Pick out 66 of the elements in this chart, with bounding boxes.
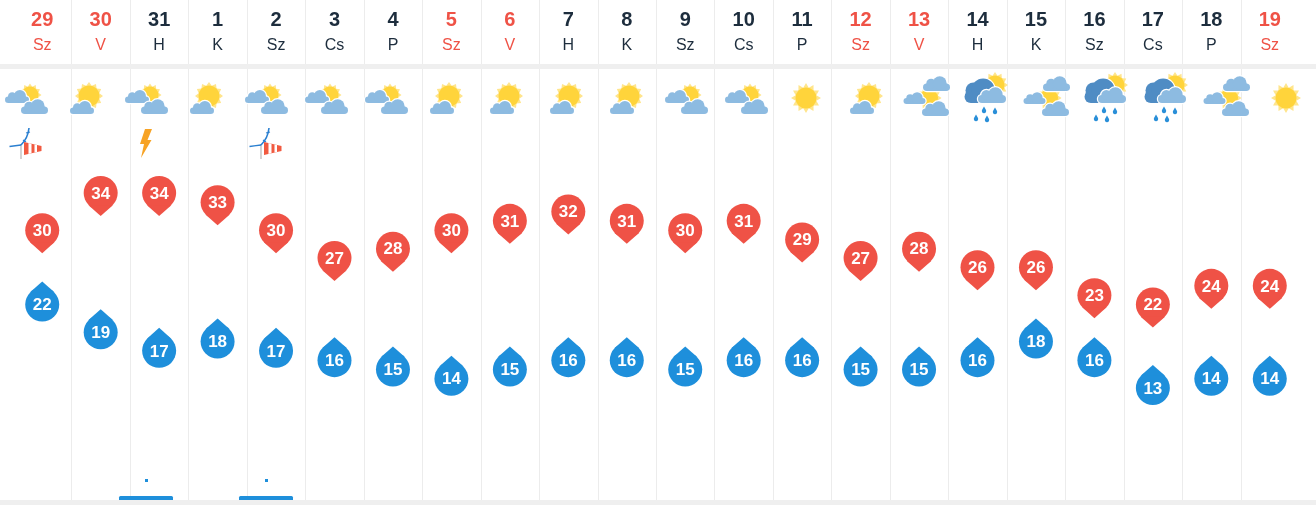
x-tick-label: 14 H (966, 7, 990, 54)
data-label: 26 (968, 257, 987, 277)
data-label: 30 (441, 220, 461, 240)
data-label: 30 (675, 220, 695, 240)
data-label: 13 (1143, 378, 1163, 398)
data-label: 26 (1026, 257, 1046, 277)
data-label: 33 (208, 192, 228, 212)
data-label: 27 (325, 248, 344, 268)
x-tick-label: 9 Sz (675, 7, 695, 54)
data-label: 16 (617, 350, 637, 370)
x-tick-label: 29 Sz (31, 7, 54, 54)
data-label: 16 (734, 350, 754, 370)
x-tick-label: 10 Cs (732, 7, 755, 54)
data-label: 15 (500, 360, 520, 380)
data-label: 16 (558, 350, 578, 370)
data-label: 14 (1260, 369, 1280, 389)
data-label: 17 (149, 341, 169, 361)
x-tick-label: 2 Sz (266, 7, 286, 54)
data-label: 34 (149, 183, 170, 203)
x-tick-label: 7 H (562, 7, 575, 54)
x-tick-label: 13 V (907, 7, 931, 54)
data-label: 16 (1084, 350, 1104, 370)
data-label: 31 (734, 211, 754, 231)
x-tick-label: 31 H (148, 7, 171, 54)
x-tick-label: 30 V (89, 7, 112, 54)
x-tick-label: 16 Sz (1083, 7, 1106, 54)
x-tick-label: 17 Cs (1141, 7, 1164, 54)
data-label: 28 (383, 239, 403, 259)
data-label: 27 (851, 248, 871, 268)
data-label: 16 (792, 350, 812, 370)
data-label: 19 (91, 322, 111, 342)
data-label: 16 (325, 350, 344, 370)
data-label: 18 (1026, 332, 1046, 352)
x-tick-label: 18 P (1200, 7, 1223, 54)
data-label: 24 (1260, 276, 1280, 296)
data-label: 31 (500, 211, 520, 231)
x-tick-label: 1 K (212, 7, 224, 54)
x-tick-label: 15 K (1024, 7, 1048, 54)
data-label: 22 (1143, 295, 1163, 315)
x-tick-label: 12 Sz (849, 7, 872, 54)
data-label: 15 (383, 360, 403, 380)
data-label: 17 (266, 341, 286, 361)
data-label: 16 (968, 350, 987, 370)
x-tick-label: 8 K (621, 7, 633, 54)
data-label: 34 (91, 183, 111, 203)
data-label: 15 (851, 360, 871, 380)
data-label: 24 (1201, 276, 1222, 296)
x-tick-label: 5 Sz (442, 7, 461, 54)
x-tick-label: 3 Cs (324, 7, 345, 54)
data-label: 29 (792, 230, 812, 250)
x-tick-label: 19 Sz (1258, 7, 1281, 54)
x-tick-label: 4 P (387, 7, 400, 54)
data-label: 22 (32, 295, 52, 315)
data-label: 30 (266, 220, 286, 240)
data-label: 31 (617, 211, 637, 231)
data-label: 32 (558, 202, 578, 222)
data-label: 15 (909, 360, 929, 380)
data-label: 28 (909, 239, 929, 259)
x-tick-label: 6 V (504, 7, 516, 54)
data-label: 14 (1201, 369, 1222, 389)
data-label: 14 (441, 369, 462, 389)
data-label: 15 (675, 360, 695, 380)
data-label: 30 (32, 220, 52, 240)
x-tick-label: 11 P (791, 7, 813, 54)
data-label: 18 (208, 332, 228, 352)
data-label: 23 (1084, 285, 1104, 305)
